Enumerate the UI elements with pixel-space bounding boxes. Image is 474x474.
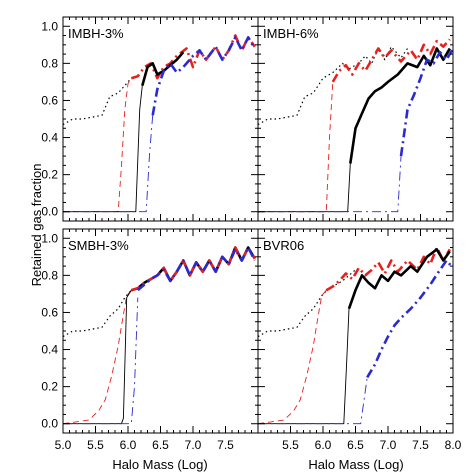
x-axis-title-right: Halo Mass (Log) <box>308 457 403 472</box>
series-line-blue-dashdot-thin <box>258 377 368 425</box>
y-tick-label: 0.4 <box>41 131 58 145</box>
y-tick-label: 0.2 <box>41 168 58 182</box>
panel-label: IMBH-6% <box>263 26 319 41</box>
series-line-red-dashed-thin <box>258 289 327 425</box>
y-tick-label: 0.0 <box>41 417 58 431</box>
x-tick-label: 6.0 <box>315 438 332 452</box>
series-line-black-solid-thin <box>258 163 351 213</box>
x-tick-label: 5.0 <box>55 438 72 452</box>
series-line-black-solid-thin <box>63 289 132 425</box>
series-line-red-dashed-thin <box>258 81 334 213</box>
y-axis-title: Retained gas fraction <box>29 164 44 287</box>
series-line-black-solid-thick <box>347 248 451 310</box>
series-line-black-solid-thin <box>63 85 143 213</box>
y-tick-label: 0.8 <box>41 56 58 70</box>
series-line-red-dashdot-thick <box>130 246 256 292</box>
series-line-blue-dashdot-thick <box>136 246 256 292</box>
y-tick-label: 1.0 <box>41 231 58 245</box>
series-line-blue-dashdot-thick <box>151 36 256 116</box>
x-tick-label: 7.0 <box>380 438 397 452</box>
y-tick-label: 0.6 <box>41 93 58 107</box>
series-line-red-dashdot-thick <box>331 38 451 83</box>
series-line-black-dotted <box>63 77 132 126</box>
panel-label: SMBH-3% <box>68 238 129 253</box>
panel-3: BVR06 <box>257 228 454 434</box>
y-tick-label: 0.0 <box>41 205 58 219</box>
panel-label: IMBH-3% <box>68 26 124 41</box>
series-line-red-dashed-thin <box>63 77 132 213</box>
series-line-blue-dashdot-thin <box>258 156 402 213</box>
x-axis-title-left: Halo Mass (Log) <box>112 457 207 472</box>
x-tick-label: 7.5 <box>217 438 234 452</box>
x-tick-label: 6.0 <box>120 438 137 452</box>
series-line-black-solid-thick <box>141 51 185 86</box>
x-tick-label: 5.5 <box>87 438 104 452</box>
panel-series-group <box>258 38 453 213</box>
panel-series-group <box>258 246 453 425</box>
series-line-blue-dashdot-thin <box>63 115 154 213</box>
series-line-black-dotted <box>258 269 356 338</box>
panel-2: SMBH-3% <box>62 228 259 434</box>
series-line-black-solid-thin <box>258 308 350 425</box>
y-tick-label: 0.2 <box>41 380 58 394</box>
y-tick-label: 0.8 <box>41 268 58 282</box>
series-line-red-dashed-thin <box>63 289 132 425</box>
axes-layer: 0.0 0.2 0.4 0.6 0.8 1.0 0.0 0.2 0.4 0.6 0.8 1.0 5.0 5… <box>41 19 461 452</box>
panel-frame <box>62 228 259 434</box>
x-tick-label: 6.5 <box>152 438 169 452</box>
x-tick-label: 6.5 <box>347 438 364 452</box>
series-line-red-dashdot-thick <box>325 246 451 292</box>
panels-layer: IMBH-3% IMBH-6% SMBH-3% BVR06 <box>62 16 454 434</box>
x-tick-label: 7.0 <box>185 438 202 452</box>
x-tick-label: 8.0 <box>445 438 462 452</box>
panel-series-group <box>63 34 256 213</box>
panel-series-group <box>63 246 256 425</box>
y-tick-label: 0.6 <box>41 305 58 319</box>
y-tick-label: 1.0 <box>41 19 58 33</box>
x-tick-label: 7.5 <box>412 438 429 452</box>
panel-0: IMBH-3% <box>62 16 259 222</box>
y-tick-label: 0.4 <box>41 343 58 357</box>
series-line-black-dotted <box>63 289 132 338</box>
series-line-black-solid-thick <box>349 47 451 164</box>
x-tick-label: 5.5 <box>282 438 299 452</box>
panel-1: IMBH-6% <box>257 16 454 222</box>
series-line-blue-dashdot-thick <box>399 47 453 157</box>
panel-label: BVR06 <box>263 238 304 253</box>
series-line-black-dotted <box>258 46 408 126</box>
